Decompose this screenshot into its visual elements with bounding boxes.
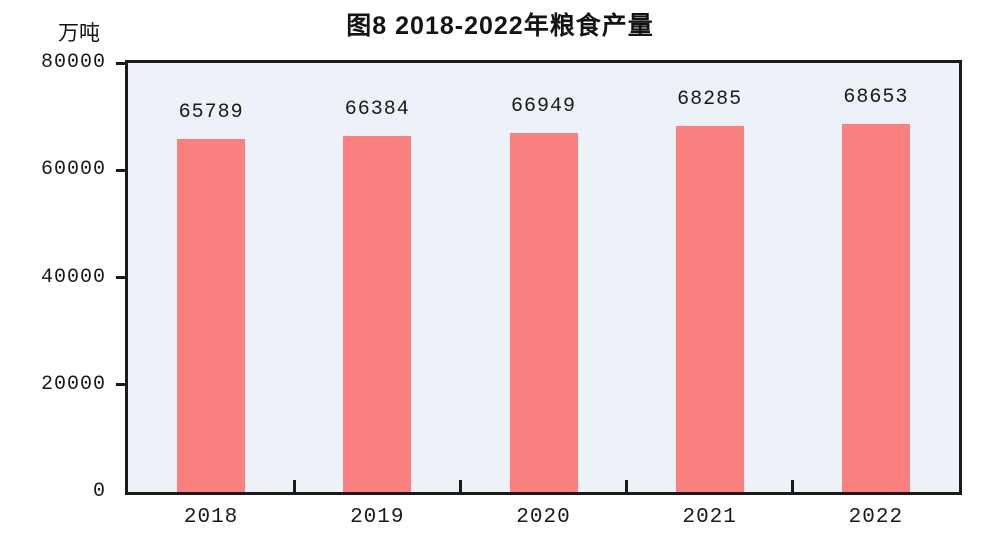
bar (343, 136, 412, 492)
x-tick-label: 2020 (516, 506, 571, 529)
y-tick-mark (116, 276, 125, 279)
x-tick-mark (791, 480, 795, 492)
x-tick-mark (292, 480, 296, 492)
y-tick-label: 0 (92, 480, 106, 503)
x-tick-mark (625, 480, 629, 492)
bar (509, 132, 578, 492)
x-tick-label: 2021 (682, 506, 737, 529)
x-tick-label: 2022 (848, 506, 904, 529)
x-tick-label: 2019 (350, 506, 405, 529)
y-tick-mark (116, 61, 125, 65)
bar-value-label: 66384 (344, 98, 410, 122)
y-tick-label: 80000 (40, 51, 106, 74)
bar-value-label: 66949 (510, 94, 576, 118)
bar-value-label: 68285 (677, 87, 743, 111)
x-tick-label: 2018 (183, 506, 239, 529)
y-axis-unit-label: 万吨 (58, 22, 100, 45)
bar (177, 139, 246, 492)
bar (675, 125, 744, 492)
y-tick-mark (116, 383, 125, 387)
bar-value-label: 68653 (843, 85, 909, 109)
chart-title: 图8 2018-2022年粮食产量 (346, 12, 654, 40)
bar (841, 123, 910, 492)
x-tick-mark (458, 480, 462, 492)
y-tick-label: 40000 (40, 265, 106, 289)
y-tick-mark (116, 168, 125, 172)
y-tick-label: 60000 (40, 158, 106, 182)
bar-value-label: 65789 (178, 101, 244, 125)
y-tick-label: 20000 (40, 372, 106, 396)
